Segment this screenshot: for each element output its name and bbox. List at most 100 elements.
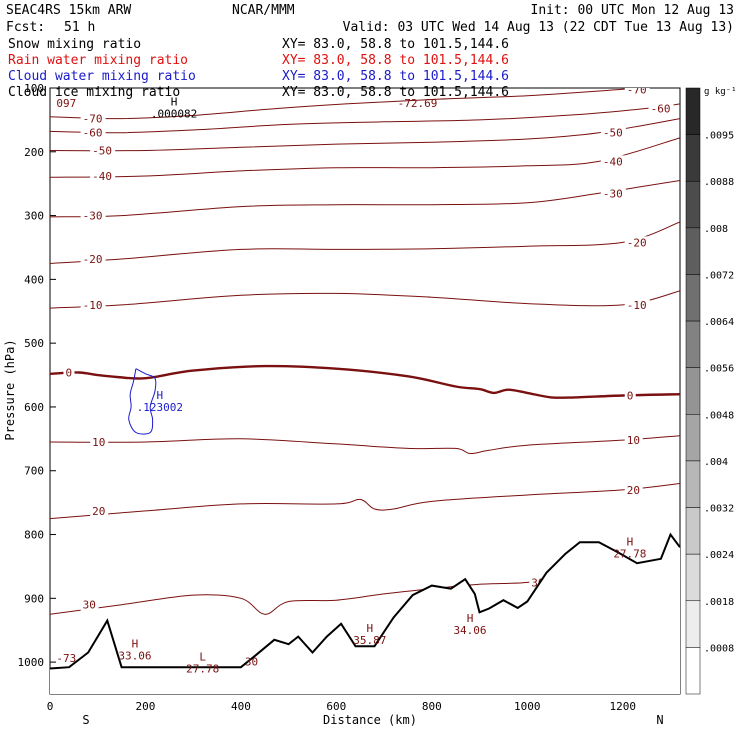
colorbar-swatch [685,320,701,368]
contour-label-bg [90,170,116,183]
contour-label: 20 [627,484,640,497]
contour-label-bg [600,155,626,168]
colorbar-label: .0056 [704,364,734,375]
init-time: Init: 00 UTC Mon 12 Aug 13 [531,3,735,18]
cloud-water-line [128,368,157,435]
temperature-contours: -70-70-60-60-50-50-40-40-30-30-20-20-10-… [50,88,680,615]
contour-label: -40 [92,170,112,183]
contour-label-bg [63,366,75,379]
extremum-kind: H [366,622,373,635]
colorbar-swatch [685,227,701,275]
contour-label: -10 [83,299,103,312]
x-axis-title: Distance (km) [323,713,417,727]
colorbar-label: .0018 [704,597,734,608]
extremum-value: 34.06 [453,624,486,637]
colorbar-swatch [685,367,701,415]
extra-label: 30 [245,655,258,668]
contour-line--60 [50,103,680,134]
contour-label: -60 [83,127,103,140]
contour-line-0 [50,364,680,399]
contour-label-bg [600,126,626,139]
colorbar-swatch [685,134,701,182]
y-tick-label: 100 [24,82,44,95]
contour-label-bg [624,483,643,496]
colorbar-swatch [685,647,701,695]
x-tick-label: 200 [136,700,156,713]
contour-line--50 [50,118,680,152]
contour-line-20 [50,483,680,520]
contour-label: 30 [83,599,96,612]
contour-label: -50 [92,145,112,158]
contour-label: 10 [92,436,105,449]
colorbar-label: .004 [704,457,728,468]
extremum-value: 27.78 [613,548,646,561]
cloud-water-contour [128,368,157,435]
contour-label: -10 [627,299,647,312]
y-tick-label: 400 [24,273,44,286]
x-tick-label: 1000 [514,700,541,713]
contour-label-bg [624,298,650,311]
contour-line--30 [50,180,680,218]
colorbar-label: .0024 [704,550,734,561]
terrain-line [49,532,681,670]
contour-line-10 [50,435,680,455]
contour-label-bg [90,144,116,157]
colorbar-swatch [685,414,701,462]
extremum-value: .123002 [137,401,183,414]
extremum-kind: H [156,389,163,402]
contour-label-bg [624,389,636,402]
contour-label: -50 [603,127,623,140]
contour-label-bg [80,298,106,311]
extremum-value: 27.78 [186,662,219,675]
y-axis-title: Pressure (hPa) [3,339,17,440]
extra-label: 097 [56,97,76,110]
colorbar-label: .0088 [704,177,734,188]
x-tick-label: 400 [231,700,251,713]
colorbar-label: .0095 [704,131,734,142]
contour-label-bg [90,504,109,517]
contour-line--20 [50,221,680,264]
contour-line--10 [50,290,680,309]
x-tick-label: 0 [47,700,54,713]
extremum-kind: H [171,96,178,109]
extremum-value: 35.87 [353,634,386,647]
x-tick-label: 600 [326,700,346,713]
colorbar-swatch [685,87,701,135]
fcst-label: Fcst: [6,20,45,35]
field-name: Rain water mixing ratio [8,53,188,68]
contour-line--40 [50,137,680,178]
colorbar-swatch [685,460,701,508]
contour-label-bg [648,102,674,115]
terrain-fill [50,534,680,694]
y-tick-label: 800 [24,529,44,542]
extremum-kind: H [132,638,139,651]
colorbar-unit: g kg⁻¹ [704,87,737,97]
extra-label: -73 [56,652,76,665]
y-tick-label: 1000 [18,656,45,669]
colorbar-swatch [685,274,701,322]
contour-label: -20 [627,236,647,249]
extra-labels: -72.69 -73 097 30 [56,97,437,668]
extremum-kind: H [627,536,634,549]
colorbar-label: .0072 [704,270,734,281]
x-tick-label: 1200 [609,700,636,713]
contour-label-bg [624,236,650,249]
contour-label: 0 [65,367,72,380]
extremum-value: .000082 [151,108,197,121]
y-axis: 100 200 300 400 500 600 700 800 900 1000 [18,82,45,669]
contour-label: 0 [627,389,634,402]
x-axis-left-end: S [82,713,89,727]
contour-label-bg [80,209,106,222]
contour-label-bg [624,88,650,96]
contour-label-bg [80,252,106,265]
contour-label: -60 [651,102,671,115]
contour-label: -30 [83,210,103,223]
contour-label-bg [90,436,109,449]
terrain [49,532,681,694]
field-xy: XY= 83.0, 58.8 to 101.5,144.6 [282,69,509,84]
field-xy: XY= 83.0, 58.8 to 101.5,144.6 [282,85,509,100]
model-title: SEAC4RS 15km ARW [6,3,131,18]
y-tick-label: 200 [24,146,44,159]
